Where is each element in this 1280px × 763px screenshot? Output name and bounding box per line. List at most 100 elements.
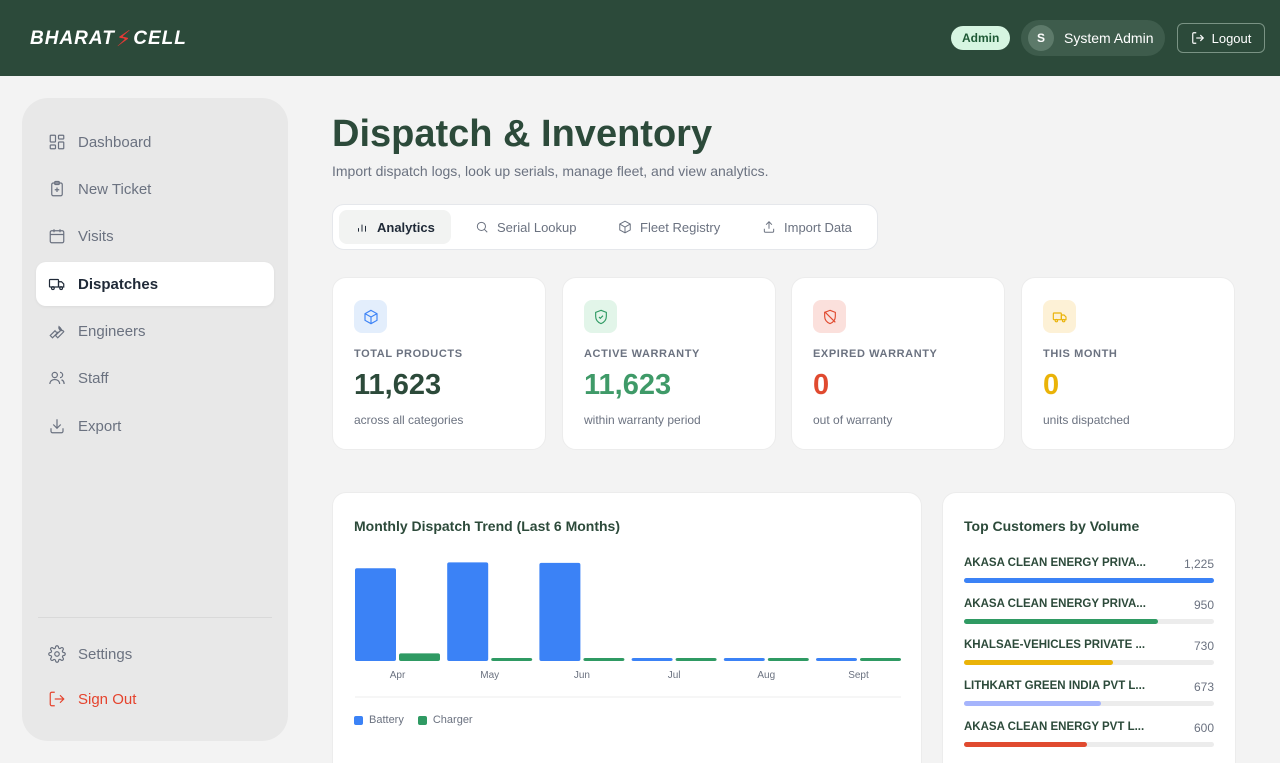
tab-label: Analytics bbox=[377, 219, 435, 235]
bar-battery-aug[interactable] bbox=[723, 658, 765, 661]
customer-volume-bar bbox=[964, 701, 1102, 706]
customer-volume-track bbox=[964, 701, 1214, 706]
stat-label: THIS MONTH bbox=[1043, 348, 1118, 360]
sidebar-item-settings[interactable]: Settings bbox=[36, 632, 274, 676]
stat-caption: out of warranty bbox=[813, 413, 893, 427]
calendar-icon bbox=[49, 229, 65, 244]
tab-bar: Analytics Serial Lookup Fleet Registry I… bbox=[332, 204, 878, 250]
logout-button[interactable]: Logout bbox=[1177, 23, 1265, 53]
page-title: Dispatch & Inventory bbox=[332, 113, 713, 155]
customer-volume: 600 bbox=[1193, 721, 1214, 735]
legend-swatch bbox=[354, 715, 363, 725]
user-name: System Admin bbox=[1064, 30, 1154, 46]
customer-volume: 673 bbox=[1193, 680, 1214, 694]
customer-volume-track bbox=[964, 660, 1214, 665]
role-badge: Admin bbox=[951, 26, 1011, 50]
sidebar-item-new-ticket[interactable]: New Ticket bbox=[36, 167, 274, 211]
bar-charger-aug[interactable] bbox=[767, 658, 809, 661]
box-icon bbox=[354, 300, 387, 333]
stat-value: 11,623 bbox=[584, 369, 672, 401]
tab-import-data[interactable]: Import Data bbox=[746, 210, 868, 244]
sidebar-item-engineers[interactable]: Engineers bbox=[36, 309, 274, 353]
logo-text-right: CELL bbox=[133, 28, 187, 49]
customer-volume-bar bbox=[964, 578, 1214, 583]
stat-caption: units dispatched bbox=[1043, 413, 1130, 427]
logout-icon bbox=[1191, 32, 1204, 44]
bar-battery-sept[interactable] bbox=[816, 658, 857, 661]
user-menu[interactable]: S System Admin bbox=[1021, 20, 1165, 56]
search-icon bbox=[476, 221, 488, 233]
customer-name: AKASA CLEAN ENERGY PRIVA... bbox=[964, 598, 1146, 610]
bar-charger-jun[interactable] bbox=[583, 658, 625, 661]
chart-title: Monthly Dispatch Trend (Last 6 Months) bbox=[354, 518, 621, 534]
truck-icon bbox=[1043, 300, 1076, 333]
bar-battery-jun[interactable] bbox=[539, 562, 581, 661]
legend-item-charger: Charger bbox=[417, 714, 473, 726]
tab-fleet-registry[interactable]: Fleet Registry bbox=[602, 210, 736, 244]
bar-charger-apr[interactable] bbox=[399, 653, 440, 661]
stat-value: 0 bbox=[1043, 369, 1060, 401]
panel-title: Top Customers by Volume bbox=[964, 518, 1140, 534]
customer-volume-track bbox=[964, 578, 1214, 583]
customer-volume-bar bbox=[964, 619, 1158, 624]
wrench-icon bbox=[49, 325, 65, 339]
stat-card-expired-warranty: EXPIRED WARRANTY 0 out of warranty bbox=[791, 277, 1005, 450]
users-icon bbox=[49, 371, 65, 385]
sidebar-item-label: Staff bbox=[78, 369, 109, 387]
sidebar-item-dispatches[interactable]: Dispatches bbox=[36, 262, 274, 306]
bar-battery-jul[interactable] bbox=[631, 658, 673, 661]
truck-icon bbox=[48, 278, 65, 291]
x-tick-label: Jul bbox=[668, 670, 681, 681]
sidebar-item-visits[interactable]: Visits bbox=[36, 214, 274, 258]
sidebar-item-label: Engineers bbox=[78, 322, 146, 340]
sidebar-item-label: Settings bbox=[78, 645, 133, 663]
stat-value: 0 bbox=[813, 369, 830, 401]
grid-icon bbox=[49, 134, 65, 150]
sidebar-item-dashboard[interactable]: Dashboard bbox=[36, 120, 274, 164]
sidebar-item-sign-out[interactable]: Sign Out bbox=[36, 677, 274, 721]
shield-check-icon bbox=[584, 300, 617, 333]
dispatch-trend-chart: Apr May Jun Jul Aug Sept bbox=[355, 562, 901, 698]
sidebar-item-label: Dispatches bbox=[78, 275, 159, 293]
customer-volume: 1,225 bbox=[1183, 557, 1214, 571]
bar-charger-may[interactable] bbox=[491, 658, 533, 661]
sidebar-item-label: Sign Out bbox=[78, 690, 137, 708]
top-customers-panel: Top Customers by Volume AKASA CLEAN ENER… bbox=[942, 492, 1236, 763]
x-tick-label: Apr bbox=[390, 670, 406, 681]
bar-battery-may[interactable] bbox=[447, 562, 489, 661]
tab-analytics[interactable]: Analytics bbox=[339, 210, 451, 244]
logo-text-left: BHARAT bbox=[30, 28, 115, 49]
download-icon bbox=[50, 419, 64, 434]
logout-label: Logout bbox=[1211, 30, 1252, 46]
stat-caption: across all categories bbox=[354, 413, 464, 427]
sidebar: Dashboard New Ticket Visits Dispatches E… bbox=[22, 98, 288, 741]
sidebar-item-label: Visits bbox=[78, 227, 114, 245]
stat-card-active-warranty: ACTIVE WARRANTY 11,623 within warranty p… bbox=[562, 277, 776, 450]
brand-logo[interactable]: BHARAT ⚡ CELL bbox=[30, 26, 187, 52]
customer-name: AKASA CLEAN ENERGY PRIVA... bbox=[964, 557, 1146, 569]
customer-volume-track bbox=[964, 742, 1214, 747]
sidebar-item-export[interactable]: Export bbox=[36, 404, 274, 448]
sign-out-icon bbox=[49, 691, 65, 707]
sidebar-divider bbox=[38, 617, 272, 618]
stat-label: EXPIRED WARRANTY bbox=[813, 348, 938, 360]
tab-serial-lookup[interactable]: Serial Lookup bbox=[459, 210, 593, 244]
tab-label: Import Data bbox=[784, 219, 852, 235]
package-icon bbox=[619, 220, 631, 234]
stat-caption: within warranty period bbox=[584, 413, 701, 427]
sidebar-item-label: New Ticket bbox=[78, 180, 152, 198]
stat-card-total-products: TOTAL PRODUCTS 11,623 across all categor… bbox=[332, 277, 546, 450]
customer-volume-track bbox=[964, 619, 1214, 624]
legend-label: Charger bbox=[432, 714, 473, 726]
customer-volume: 730 bbox=[1193, 639, 1214, 653]
bar-battery-apr[interactable] bbox=[355, 568, 396, 661]
stat-label: ACTIVE WARRANTY bbox=[584, 348, 700, 360]
bar-charger-jul[interactable] bbox=[675, 658, 717, 661]
x-tick-label: May bbox=[480, 670, 499, 681]
gear-icon bbox=[48, 645, 66, 663]
stat-label: TOTAL PRODUCTS bbox=[354, 348, 463, 360]
x-tick-label: Jun bbox=[574, 670, 590, 681]
sidebar-item-staff[interactable]: Staff bbox=[36, 356, 274, 400]
bolt-icon: ⚡ bbox=[115, 26, 133, 51]
bar-charger-sept[interactable] bbox=[860, 658, 901, 661]
